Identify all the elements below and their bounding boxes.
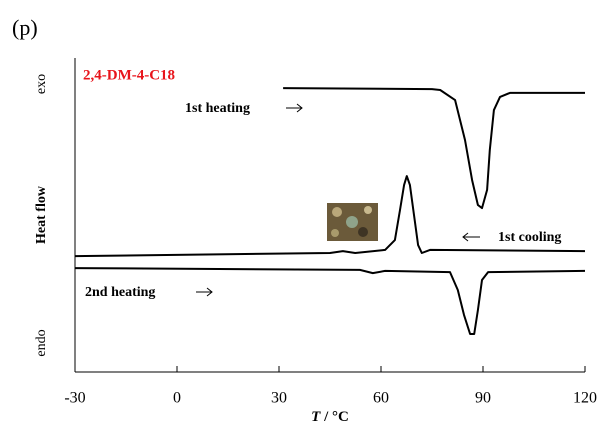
crystal: [346, 216, 358, 228]
series-label: 2nd heating: [85, 285, 155, 300]
x-axis-label: T / °C: [311, 409, 349, 425]
series-label: 1st heating: [185, 101, 250, 116]
x-tick-label: 120: [573, 390, 597, 407]
arrows: [196, 103, 480, 297]
endo-label: endo: [34, 329, 49, 356]
series-line: [74, 175, 586, 258]
x-tick-label: 60: [373, 390, 389, 407]
crystal: [331, 229, 339, 237]
x-tick-label: -30: [64, 390, 85, 407]
arrow-right: [286, 103, 303, 113]
micrograph: [327, 203, 378, 241]
series-line: [283, 87, 585, 210]
chart-title: 2,4-DM-4-C18: [83, 67, 175, 83]
x-tick-label: 90: [475, 390, 491, 407]
crystal: [332, 207, 342, 217]
arrow-right: [196, 287, 213, 297]
arrow-left: [462, 232, 480, 242]
series-line: [74, 267, 586, 335]
x-axis-var: T: [311, 409, 321, 425]
series-label: 1st cooling: [498, 230, 561, 245]
crystal: [364, 206, 372, 214]
x-tick-label: 30: [271, 390, 287, 407]
crystal: [358, 227, 368, 237]
panel-label: (p): [12, 15, 38, 40]
exo-label: exo: [34, 74, 49, 94]
y-axis-label: Heat flow: [34, 185, 49, 244]
x-tick-label: 0: [173, 390, 181, 407]
x-axis-unit: / °C: [323, 409, 349, 425]
